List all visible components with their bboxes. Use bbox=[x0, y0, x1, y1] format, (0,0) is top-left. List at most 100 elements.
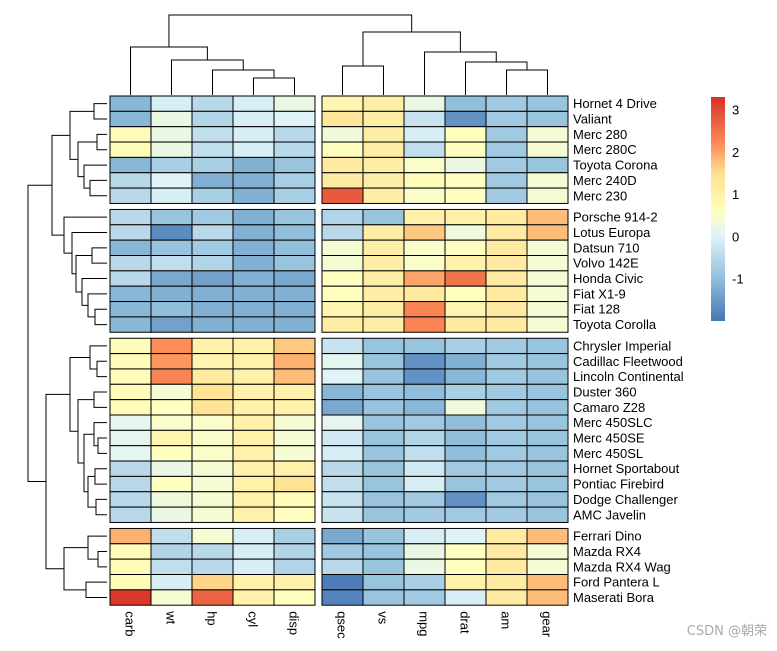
color-legend: 3 2 1 0 -1 bbox=[711, 97, 744, 321]
heatmap-cell bbox=[109, 208, 152, 226]
heatmap-cell bbox=[232, 95, 275, 112]
heatmap-cell bbox=[232, 208, 275, 226]
heatmap-cell bbox=[444, 285, 487, 303]
heatmap-cells bbox=[109, 95, 569, 606]
column-label: cyl bbox=[246, 611, 261, 627]
heatmap-cell bbox=[403, 270, 446, 287]
heatmap-cell bbox=[403, 368, 446, 385]
heatmap-cell bbox=[321, 475, 364, 493]
heatmap-cell bbox=[485, 239, 528, 256]
dendrogram-branch bbox=[506, 69, 548, 95]
heatmap-cell bbox=[362, 224, 405, 241]
heatmap-cell bbox=[362, 239, 405, 256]
heatmap-cell bbox=[403, 224, 446, 241]
row-label: Honda Civic bbox=[573, 271, 644, 286]
heatmap-cell bbox=[526, 445, 569, 462]
heatmap-cell bbox=[150, 414, 193, 431]
heatmap-cell bbox=[232, 285, 275, 303]
heatmap-cell bbox=[485, 270, 528, 287]
dendrogram-branch bbox=[96, 360, 107, 378]
heatmap-cell bbox=[444, 110, 487, 128]
dendrogram-branch bbox=[424, 51, 497, 95]
heatmap-cell bbox=[444, 429, 487, 447]
column-dendrogram bbox=[130, 14, 548, 95]
heatmap-cell bbox=[444, 460, 487, 477]
heatmap-cell bbox=[232, 491, 275, 508]
heatmap-cell bbox=[150, 543, 193, 560]
heatmap-cell bbox=[526, 270, 569, 287]
dendrogram-branch bbox=[45, 393, 70, 570]
column-label: am bbox=[499, 611, 514, 629]
heatmap-cell bbox=[485, 208, 528, 226]
heatmap-cell bbox=[362, 95, 405, 112]
heatmap-cell bbox=[109, 187, 152, 204]
heatmap-cell bbox=[150, 527, 193, 545]
heatmap-cell bbox=[273, 429, 316, 447]
heatmap-cell bbox=[526, 527, 569, 545]
row-label: Lincoln Continental bbox=[573, 369, 684, 384]
dendrogram-branch bbox=[93, 422, 107, 447]
heatmap-cell bbox=[526, 353, 569, 370]
heatmap-cell bbox=[485, 337, 528, 355]
dendrogram-branch bbox=[465, 61, 528, 95]
heatmap-cell bbox=[444, 255, 487, 272]
row-dendrogram bbox=[27, 103, 107, 599]
heatmap-cell bbox=[403, 543, 446, 560]
heatmap-cell bbox=[526, 172, 569, 189]
heatmap-cell bbox=[444, 316, 487, 333]
heatmap-cell bbox=[485, 187, 528, 204]
heatmap-cell bbox=[362, 172, 405, 189]
heatmap-cell bbox=[232, 399, 275, 416]
dendrogram-branch bbox=[75, 255, 92, 293]
legend-tick-label: 3 bbox=[732, 103, 739, 118]
heatmap-cell bbox=[362, 156, 405, 174]
heatmap-cell bbox=[403, 95, 446, 112]
heatmap-cell bbox=[150, 574, 193, 591]
dendrogram-branch bbox=[69, 110, 94, 160]
heatmap-cell bbox=[321, 543, 364, 560]
heatmap-cell bbox=[403, 475, 446, 493]
heatmap-cell bbox=[403, 429, 446, 447]
heatmap-cell bbox=[403, 301, 446, 318]
heatmap-cell bbox=[485, 353, 528, 370]
heatmap-cell bbox=[403, 255, 446, 272]
heatmap-cell bbox=[191, 224, 234, 241]
row-label: Porsche 914-2 bbox=[573, 210, 658, 225]
heatmap-cell bbox=[191, 574, 234, 591]
row-label: Ford Pantera L bbox=[573, 575, 660, 590]
dendrogram-branch bbox=[89, 179, 107, 197]
heatmap-cell bbox=[191, 239, 234, 256]
heatmap-cell bbox=[321, 95, 364, 112]
heatmap-cell bbox=[485, 316, 528, 333]
heatmap-cell bbox=[444, 368, 487, 385]
heatmap-cell bbox=[109, 316, 152, 333]
row-label: Merc 230 bbox=[573, 188, 627, 203]
heatmap-cell bbox=[403, 156, 446, 174]
heatmap-cell bbox=[150, 460, 193, 477]
heatmap-cell bbox=[273, 543, 316, 560]
heatmap-cell bbox=[444, 156, 487, 174]
heatmap-cell bbox=[444, 187, 487, 204]
heatmap-cell bbox=[150, 337, 193, 355]
heatmap-cell bbox=[403, 383, 446, 401]
heatmap-cell bbox=[444, 301, 487, 318]
heatmap-cell bbox=[191, 301, 234, 318]
heatmap-cell bbox=[362, 543, 405, 560]
heatmap-cell bbox=[485, 558, 528, 576]
heatmap-cell bbox=[109, 543, 152, 560]
heatmap-cell bbox=[232, 475, 275, 493]
heatmap-cell bbox=[232, 506, 275, 523]
dendrogram-branch bbox=[95, 498, 107, 516]
heatmap-cell bbox=[403, 558, 446, 576]
heatmap-cell bbox=[526, 460, 569, 477]
heatmap-cell bbox=[273, 414, 316, 431]
heatmap-cell bbox=[403, 527, 446, 545]
heatmap-cell bbox=[232, 368, 275, 385]
heatmap-cell bbox=[232, 239, 275, 256]
heatmap-cell bbox=[526, 316, 569, 333]
heatmap-cell bbox=[150, 208, 193, 226]
heatmap-cell bbox=[273, 270, 316, 287]
heatmap-cell bbox=[526, 126, 569, 143]
heatmap-cell bbox=[321, 255, 364, 272]
